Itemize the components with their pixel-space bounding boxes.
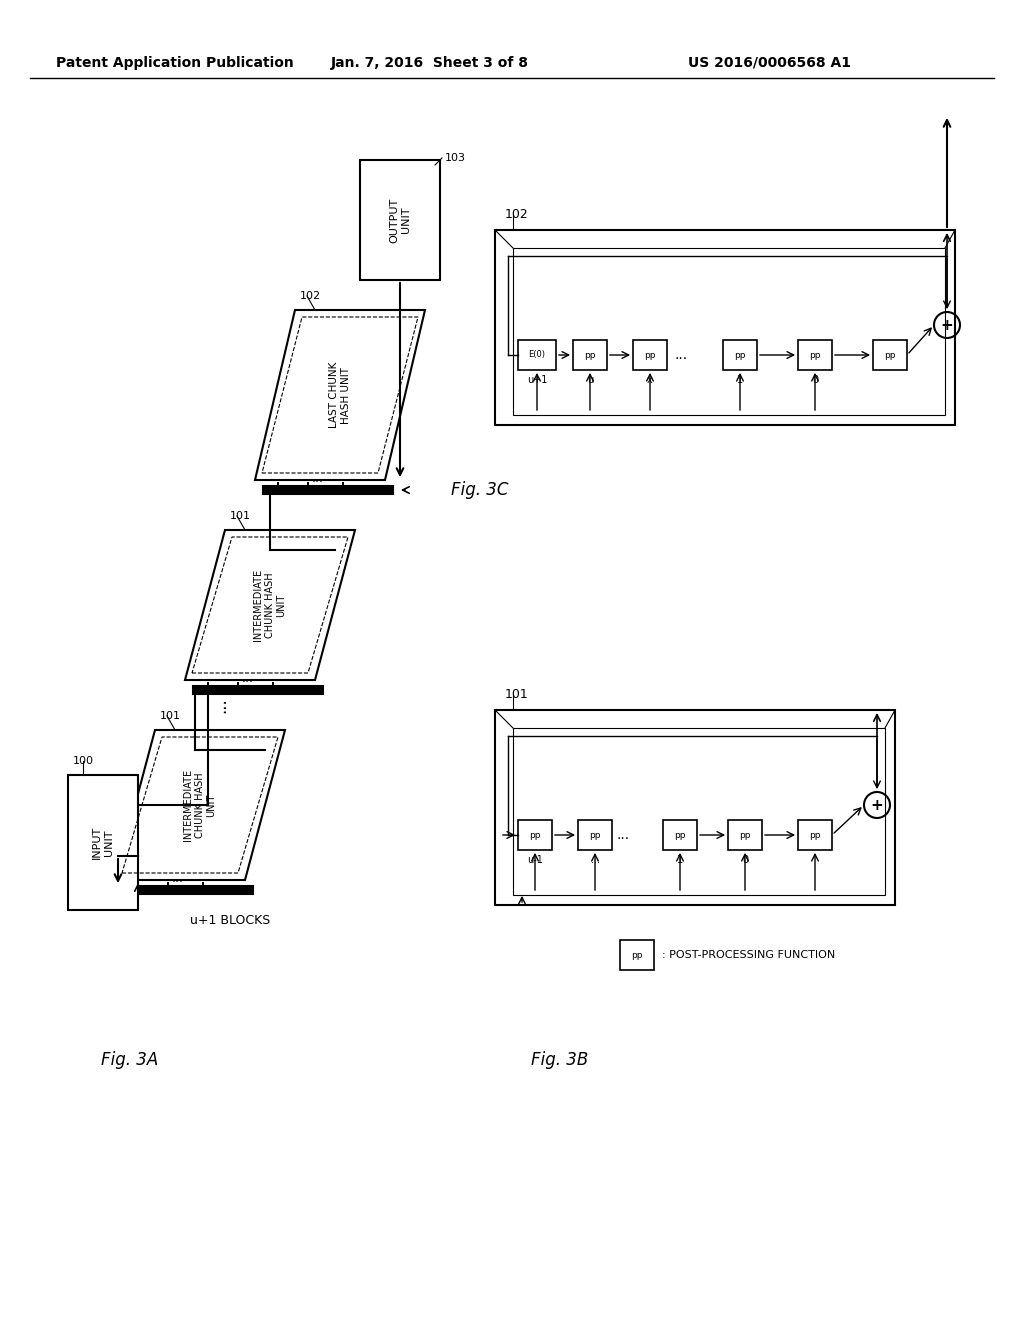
Polygon shape xyxy=(255,310,425,480)
Bar xyxy=(798,341,831,370)
Text: Fig. 3B: Fig. 3B xyxy=(531,1051,589,1069)
Bar xyxy=(728,820,762,850)
Text: ...: ... xyxy=(591,855,599,865)
Text: pp: pp xyxy=(734,351,745,359)
Bar xyxy=(633,341,667,370)
Text: ...: ... xyxy=(675,348,687,362)
Bar xyxy=(123,886,253,894)
Bar xyxy=(578,820,612,850)
Bar xyxy=(193,686,323,694)
Text: 101: 101 xyxy=(230,511,251,521)
Text: +: + xyxy=(941,318,953,333)
Text: pp: pp xyxy=(529,830,541,840)
Text: +: + xyxy=(870,797,884,813)
Text: ...: ... xyxy=(172,871,184,884)
Text: 100: 100 xyxy=(73,756,94,766)
Bar xyxy=(518,820,552,850)
Bar xyxy=(663,820,697,850)
Text: 0: 0 xyxy=(742,855,749,865)
Text: INTERMEDIATE
CHUNK HASH
UNIT: INTERMEDIATE CHUNK HASH UNIT xyxy=(183,770,217,841)
Bar xyxy=(495,710,895,906)
Text: ...: ... xyxy=(242,672,254,685)
Polygon shape xyxy=(185,531,355,680)
Bar xyxy=(68,775,138,909)
Text: pp: pp xyxy=(739,830,751,840)
Text: Patent Application Publication: Patent Application Publication xyxy=(56,55,294,70)
Bar xyxy=(620,940,654,970)
Bar xyxy=(263,486,393,494)
Text: LAST CHUNK
HASH UNIT: LAST CHUNK HASH UNIT xyxy=(329,362,351,428)
Text: 102: 102 xyxy=(505,209,528,222)
Text: Jan. 7, 2016  Sheet 3 of 8: Jan. 7, 2016 Sheet 3 of 8 xyxy=(331,55,529,70)
Text: u+1 BLOCKS: u+1 BLOCKS xyxy=(189,915,270,928)
Text: OUTPUT
UNIT: OUTPUT UNIT xyxy=(389,198,411,243)
Text: 101: 101 xyxy=(505,689,528,701)
Text: US 2016/0006568 A1: US 2016/0006568 A1 xyxy=(688,55,852,70)
Polygon shape xyxy=(115,730,285,880)
Bar xyxy=(495,230,955,425)
Text: u: u xyxy=(587,375,593,385)
Bar xyxy=(798,820,831,850)
Text: pp: pp xyxy=(809,351,821,359)
Text: 101: 101 xyxy=(160,711,181,721)
Bar xyxy=(873,341,907,370)
Text: INTERMEDIATE
CHUNK HASH
UNIT: INTERMEDIATE CHUNK HASH UNIT xyxy=(253,569,287,642)
Text: ...: ... xyxy=(312,471,324,484)
Text: u+1: u+1 xyxy=(526,375,547,385)
Text: E(0): E(0) xyxy=(528,351,546,359)
Text: 102: 102 xyxy=(300,290,322,301)
Text: pp: pp xyxy=(631,950,643,960)
Bar xyxy=(723,341,757,370)
Text: 1: 1 xyxy=(737,375,743,385)
Text: u-1: u-1 xyxy=(527,855,543,865)
Bar xyxy=(573,341,607,370)
Text: 103: 103 xyxy=(445,153,466,162)
Text: INPUT
UNIT: INPUT UNIT xyxy=(92,826,114,859)
Text: Fig. 3A: Fig. 3A xyxy=(101,1051,159,1069)
Text: pp: pp xyxy=(585,351,596,359)
Bar xyxy=(513,248,945,414)
Text: pp: pp xyxy=(885,351,896,359)
Text: : POST-PROCESSING FUNCTION: : POST-PROCESSING FUNCTION xyxy=(662,950,836,960)
Text: pp: pp xyxy=(644,351,655,359)
Text: pp: pp xyxy=(674,830,686,840)
Text: ...: ... xyxy=(616,828,630,842)
Bar xyxy=(518,341,556,370)
Text: x: x xyxy=(647,375,653,385)
Bar xyxy=(360,160,440,280)
Text: ...: ... xyxy=(211,697,229,713)
Text: Fig. 3C: Fig. 3C xyxy=(452,480,509,499)
Bar xyxy=(513,729,885,895)
Text: pp: pp xyxy=(809,830,821,840)
Text: 1: 1 xyxy=(677,855,683,865)
Text: 0: 0 xyxy=(812,375,818,385)
Text: pp: pp xyxy=(589,830,601,840)
